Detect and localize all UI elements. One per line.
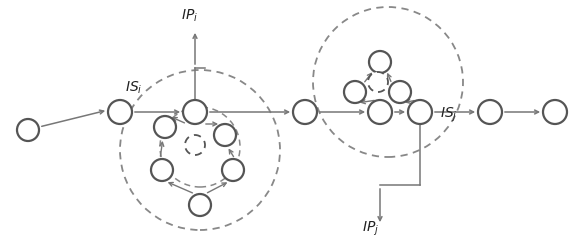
Circle shape	[17, 119, 39, 141]
Circle shape	[222, 159, 244, 181]
Circle shape	[293, 100, 317, 124]
Text: $IP_j$: $IP_j$	[362, 220, 379, 238]
Text: $IS_j$: $IS_j$	[440, 106, 458, 124]
Circle shape	[408, 100, 432, 124]
Circle shape	[368, 72, 388, 92]
Circle shape	[369, 51, 391, 73]
Text: $IS_i$: $IS_i$	[125, 80, 143, 96]
Circle shape	[214, 124, 236, 146]
Circle shape	[108, 100, 132, 124]
Circle shape	[183, 100, 207, 124]
Text: $IP_i$: $IP_i$	[181, 8, 198, 24]
Circle shape	[478, 100, 502, 124]
Circle shape	[154, 116, 176, 138]
Circle shape	[185, 135, 205, 155]
Circle shape	[189, 194, 211, 216]
Circle shape	[389, 81, 411, 103]
Circle shape	[151, 159, 173, 181]
Circle shape	[368, 100, 392, 124]
Circle shape	[344, 81, 366, 103]
Circle shape	[543, 100, 567, 124]
